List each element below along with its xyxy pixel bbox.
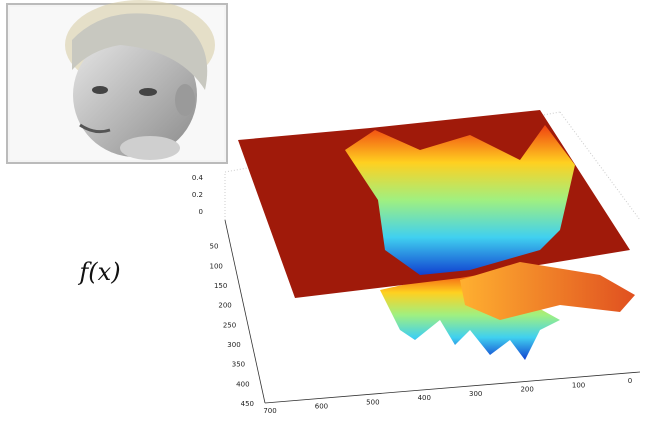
tick-label: 500 xyxy=(366,398,379,406)
tick-label: 350 xyxy=(232,361,245,369)
tick-label: 600 xyxy=(315,403,328,411)
tick-label: 700 xyxy=(263,407,276,415)
function-label: f(x) xyxy=(77,258,120,286)
tick-label: 0.2 xyxy=(192,191,203,199)
tick-label: 0 xyxy=(628,377,632,385)
tick-label: 0 xyxy=(199,208,203,216)
tick-label: 200 xyxy=(218,302,231,310)
surface-plot: 0.4 0.2 0 50 100 150 200 250 300 350 400 450 700 600 5… xyxy=(192,110,641,415)
tick-label: 150 xyxy=(214,282,227,290)
tick-label: 400 xyxy=(236,380,249,388)
tick-label: 0.4 xyxy=(192,174,204,182)
tick-label: 300 xyxy=(227,341,240,349)
tick-label: 400 xyxy=(418,394,431,402)
tick-label: 200 xyxy=(520,386,533,394)
tick-label: 50 xyxy=(210,243,219,251)
surface xyxy=(345,125,575,275)
surface-ridge xyxy=(460,262,635,320)
tick-label: 450 xyxy=(241,400,254,408)
tick-label: 300 xyxy=(469,390,482,398)
tick-label: 250 xyxy=(223,321,236,329)
photo xyxy=(6,0,228,164)
surface-under xyxy=(380,270,560,360)
tick-label: 100 xyxy=(572,381,585,389)
tick-label: 100 xyxy=(210,262,223,270)
